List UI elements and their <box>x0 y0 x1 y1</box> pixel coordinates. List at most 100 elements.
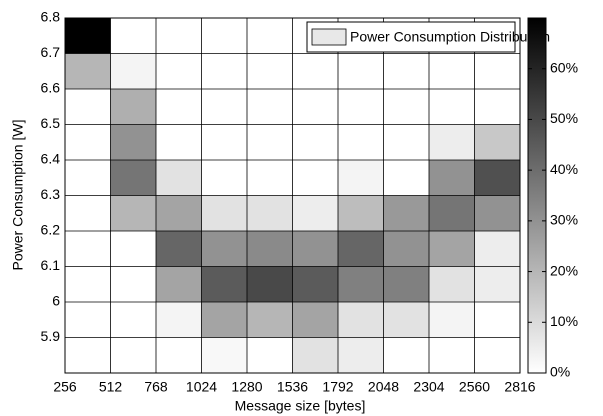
x-tick-label: 256 <box>53 379 77 395</box>
y-tick-label: 6.7 <box>41 44 61 60</box>
heat-cell <box>110 160 156 196</box>
heat-cell <box>292 302 338 338</box>
colorbar-tick-label: 40% <box>550 161 578 177</box>
heat-cell <box>383 53 429 89</box>
colorbar-tick-label: 50% <box>550 110 578 126</box>
heat-cell <box>156 231 202 267</box>
heat-cell <box>338 160 384 196</box>
heat-cell <box>156 337 202 373</box>
legend-label: Power Consumption Distribution <box>350 29 550 45</box>
heat-cell <box>292 124 338 160</box>
heat-cell <box>474 53 520 89</box>
heat-cell <box>65 231 111 267</box>
x-tick-label: 2048 <box>368 379 399 395</box>
heat-cell <box>201 124 247 160</box>
heat-cell <box>247 266 293 302</box>
heat-cell <box>201 160 247 196</box>
x-tick-label: 512 <box>99 379 123 395</box>
heat-cell <box>383 266 429 302</box>
heat-cell <box>201 266 247 302</box>
heat-cell <box>110 18 156 54</box>
heat-cell <box>429 231 475 267</box>
heat-cell <box>201 53 247 89</box>
heat-cell <box>292 266 338 302</box>
heat-cell <box>65 266 111 302</box>
y-axis-label: Power Consumption [W] <box>10 120 26 271</box>
x-tick-label: 1024 <box>186 379 217 395</box>
heat-cell <box>110 89 156 125</box>
heat-cell <box>65 89 111 125</box>
heat-cell <box>338 266 384 302</box>
heat-cell <box>383 124 429 160</box>
heat-cell <box>338 89 384 125</box>
heat-cell <box>474 231 520 267</box>
heat-cell <box>474 302 520 338</box>
heat-cell <box>474 89 520 125</box>
heat-cell <box>247 302 293 338</box>
x-tick-label: 1280 <box>231 379 262 395</box>
heat-cell <box>247 337 293 373</box>
colorbar-tick-label: 60% <box>550 59 578 75</box>
y-tick-label: 5.9 <box>41 328 61 344</box>
heat-cell <box>65 195 111 231</box>
legend-swatch <box>311 28 347 46</box>
heat-cell <box>110 195 156 231</box>
heat-cell <box>201 231 247 267</box>
y-tick-label: 6.4 <box>41 151 61 167</box>
x-tick-label: 2304 <box>413 379 444 395</box>
x-tick-label: 2816 <box>504 379 535 395</box>
y-tick-label: 6.8 <box>41 9 61 25</box>
heat-cell <box>383 195 429 231</box>
heat-cell <box>429 160 475 196</box>
plot-frame <box>64 17 521 374</box>
heat-cell <box>247 53 293 89</box>
heat-cell <box>292 195 338 231</box>
heat-cell <box>156 53 202 89</box>
heat-cell <box>247 18 293 54</box>
heat-cell <box>247 231 293 267</box>
heat-cell <box>110 124 156 160</box>
heat-cell <box>156 266 202 302</box>
heat-cell <box>429 302 475 338</box>
heat-cell <box>110 302 156 338</box>
heat-cell <box>156 302 202 338</box>
heat-cell <box>474 337 520 373</box>
heat-cell <box>292 231 338 267</box>
heat-cell <box>65 337 111 373</box>
heat-cell <box>247 195 293 231</box>
heat-cell <box>65 18 111 54</box>
heat-cell <box>156 195 202 231</box>
y-tick-label: 6.2 <box>41 222 61 238</box>
heat-cell <box>474 160 520 196</box>
heat-cell <box>383 89 429 125</box>
heat-cell <box>474 124 520 160</box>
heat-cell <box>247 160 293 196</box>
heat-cell <box>383 160 429 196</box>
y-tick-label: 6.5 <box>41 115 61 131</box>
heat-cell <box>338 195 384 231</box>
heat-cell <box>383 302 429 338</box>
x-tick-label: 768 <box>144 379 168 395</box>
heat-cell <box>292 53 338 89</box>
heat-cell <box>201 18 247 54</box>
heat-cell <box>247 89 293 125</box>
colorbar-tick-label: 0% <box>550 364 570 380</box>
heat-cell <box>338 302 384 338</box>
heat-cell <box>338 124 384 160</box>
heat-cell <box>429 53 475 89</box>
heat-cell <box>383 337 429 373</box>
heat-cell <box>429 89 475 125</box>
y-tick-label: 6.3 <box>41 186 61 202</box>
x-tick-label: 2560 <box>459 379 490 395</box>
heat-cell <box>292 160 338 196</box>
heat-cell <box>338 337 384 373</box>
heat-cell <box>110 337 156 373</box>
heat-cell <box>338 231 384 267</box>
heat-cell <box>110 266 156 302</box>
x-tick-label: 1536 <box>277 379 308 395</box>
heat-cell <box>156 160 202 196</box>
heat-cell <box>156 124 202 160</box>
heat-cell <box>474 266 520 302</box>
heat-cell <box>65 124 111 160</box>
